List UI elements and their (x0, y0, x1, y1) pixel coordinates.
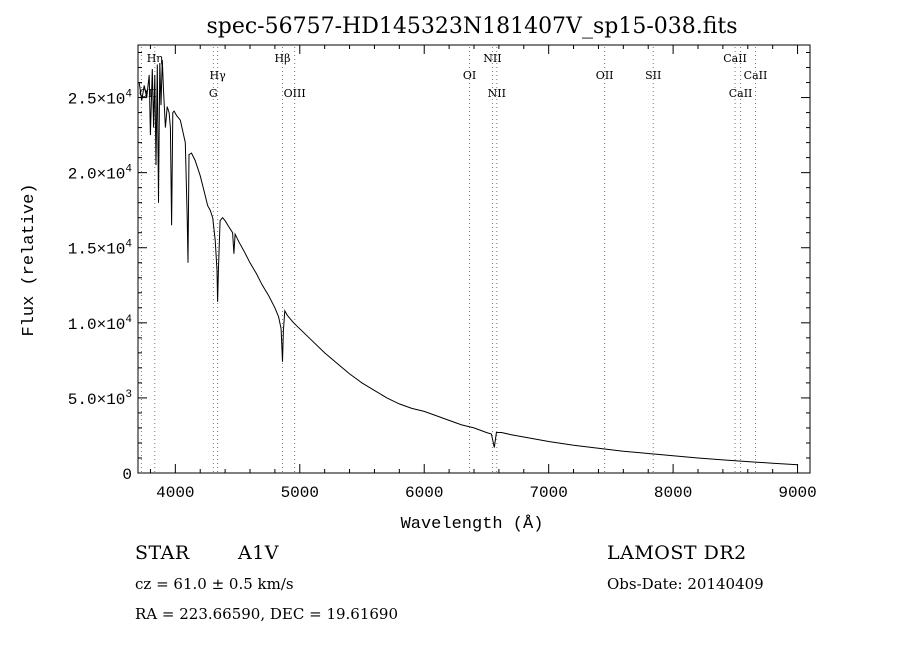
line-marker-label: OI (463, 69, 476, 82)
y-tick-label: 5.0×103 (68, 389, 132, 409)
chart-title: spec-56757-HD145323N181407V_sp15-038.fit… (206, 14, 737, 39)
y-tick-label: 1.0×104 (68, 314, 133, 334)
line-marker-label: CaII (744, 69, 768, 82)
y-axis-ticks: 0 5.0×103 1.0×104 1.5×104 2.0×104 2.5×104 (68, 52, 810, 484)
redshift-cz: cz = 61.0 ± 0.5 km/s (135, 575, 294, 593)
x-tick-label: 5000 (281, 484, 319, 502)
observation-date: Obs-Date: 20140409 (607, 575, 764, 593)
line-marker-label: CaII (729, 87, 753, 100)
plot-frame (137, 44, 811, 474)
line-marker-label: NII (483, 52, 501, 65)
x-tick-label: 4000 (156, 484, 194, 502)
x-tick-label: 8000 (654, 484, 692, 502)
line-marker-label: OII (596, 69, 614, 82)
line-marker-label: SII (645, 69, 661, 82)
y-axis-label: Flux (relative) (20, 183, 39, 336)
spectral-class: A1V (238, 542, 280, 564)
line-marker-label: OIII (284, 87, 306, 100)
object-type: STAR (135, 542, 190, 564)
line-marker-label: Hη (147, 52, 163, 65)
y-tick-label: 1.5×104 (68, 239, 133, 259)
x-axis-ticks: 4000 5000 6000 7000 8000 9000 (149, 45, 817, 502)
line-marker-label: Hγ (210, 69, 227, 82)
spectrum-series-line (138, 59, 798, 466)
line-marker-label: G (209, 87, 218, 100)
x-tick-label: 7000 (529, 484, 567, 502)
line-marker-label: NII (488, 87, 506, 100)
x-axis-label: Wavelength (Å) (401, 515, 544, 534)
x-tick-label: 6000 (405, 484, 443, 502)
line-marker-label: Hβ (275, 52, 291, 65)
y-tick-label: 2.0×104 (68, 164, 133, 184)
line-marker-label: CaII (723, 52, 747, 65)
y-tick-label: 0 (122, 466, 132, 484)
survey-name: LAMOST DR2 (607, 542, 747, 564)
coordinates: RA = 223.66590, DEC = 19.61690 (135, 605, 399, 623)
x-tick-label: 9000 (778, 484, 816, 502)
y-tick-label: 2.5×104 (68, 89, 133, 109)
